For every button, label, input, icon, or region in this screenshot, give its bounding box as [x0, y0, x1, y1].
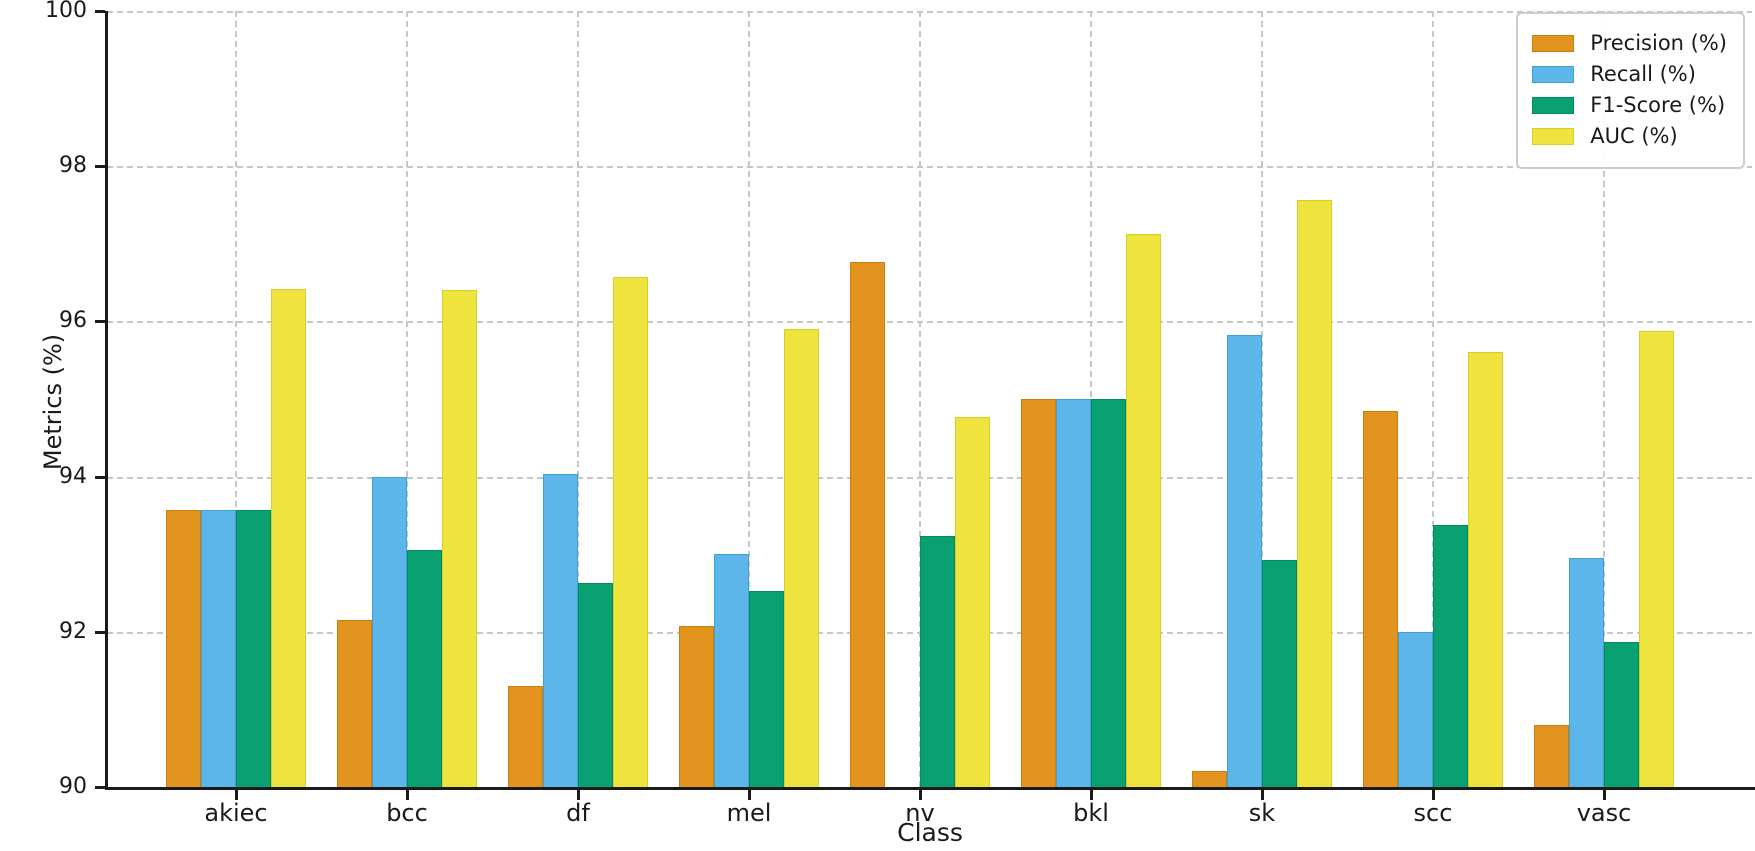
v-gridline: [577, 11, 579, 787]
x-tick-mark: [406, 790, 409, 800]
x-tick-label: sk: [1248, 799, 1276, 827]
legend-label: F1-Score (%): [1590, 93, 1726, 117]
legend-item: F1-Score (%): [1532, 93, 1727, 117]
bar-nv-auc: [955, 416, 990, 787]
bar-bcc-precision: [337, 620, 372, 787]
x-tick-mark: [748, 790, 751, 800]
x-tick-mark: [235, 790, 238, 800]
bar-akiec-recall: [201, 509, 236, 787]
bar-scc-recall: [1398, 631, 1433, 787]
v-gridline: [235, 11, 237, 787]
bar-bkl-precision: [1021, 399, 1056, 787]
x-tick-mark: [1261, 790, 1264, 800]
legend-swatch: [1532, 65, 1575, 83]
x-axis-spine: [105, 787, 1755, 790]
x-tick-label: bkl: [1073, 799, 1109, 827]
bar-vasc-recall: [1569, 558, 1604, 787]
y-axis-title: Metrics (%): [39, 333, 67, 471]
v-gridline: [406, 11, 408, 787]
v-gridline: [919, 11, 921, 787]
bar-vasc-precision: [1534, 724, 1569, 787]
x-tick-label: df: [566, 799, 590, 827]
v-gridline: [1432, 11, 1434, 787]
x-tick-mark: [919, 790, 922, 800]
bar-mel-f1-score: [749, 590, 784, 787]
legend-swatch: [1532, 96, 1575, 114]
y-tick-mark: [95, 786, 105, 789]
legend: Precision (%) Recall (%) F1-Score (%) AUC (…: [1516, 12, 1745, 169]
bar-sk-f1-score: [1262, 560, 1297, 787]
bar-akiec-auc: [271, 288, 306, 787]
legend-swatch: [1532, 34, 1575, 52]
bar-bkl-f1-score: [1091, 399, 1126, 787]
legend-label: AUC (%): [1590, 124, 1678, 148]
legend-label: Precision (%): [1590, 31, 1727, 55]
bar-sk-auc: [1297, 200, 1332, 787]
bar-mel-auc: [784, 329, 819, 787]
bar-nv-precision: [850, 262, 885, 787]
v-gridline: [748, 11, 750, 787]
y-tick-mark: [95, 475, 105, 479]
bar-df-auc: [613, 277, 648, 787]
bar-nv-f1-score: [920, 535, 955, 787]
y-tick-label: 100: [45, 0, 87, 23]
bar-scc-precision: [1363, 411, 1398, 787]
bar-bcc-recall: [372, 476, 407, 787]
bar-scc-f1-score: [1433, 524, 1468, 787]
legend-item: Recall (%): [1532, 62, 1727, 86]
plot-area: [107, 11, 1752, 787]
bar-mel-precision: [679, 625, 714, 787]
x-tick-label: mel: [726, 799, 772, 827]
x-tick-label: scc: [1413, 799, 1453, 827]
x-tick-mark: [1090, 790, 1093, 800]
bar-bkl-auc: [1126, 234, 1161, 787]
bar-vasc-f1-score: [1604, 641, 1639, 787]
y-tick-mark: [95, 630, 105, 634]
bar-vasc-auc: [1639, 331, 1674, 787]
legend-label: Recall (%): [1590, 62, 1696, 86]
bar-bcc-f1-score: [407, 549, 442, 787]
y-tick-label: 90: [59, 774, 87, 799]
y-tick-mark: [95, 165, 105, 169]
y-tick-mark: [95, 10, 105, 13]
h-gridline: [107, 476, 1752, 479]
y-tick-mark: [95, 320, 105, 324]
x-tick-label: nv: [905, 799, 935, 827]
x-axis-title: Class: [897, 818, 963, 847]
bar-df-f1-score: [578, 582, 613, 787]
bar-mel-recall: [714, 554, 749, 787]
h-gridline: [107, 321, 1752, 324]
legend-swatch: [1532, 127, 1575, 145]
h-gridline: [107, 166, 1752, 169]
x-tick-label: bcc: [386, 799, 428, 827]
y-tick-label: 96: [59, 308, 87, 334]
x-tick-label: vasc: [1576, 799, 1632, 827]
y-tick-label: 98: [59, 153, 87, 179]
y-tick-label: 94: [59, 463, 87, 489]
bar-df-recall: [543, 474, 578, 787]
x-tick-mark: [1432, 790, 1435, 800]
bar-sk-precision: [1192, 771, 1227, 787]
bar-scc-auc: [1468, 351, 1503, 787]
x-tick-label: akiec: [204, 799, 268, 827]
legend-item: Precision (%): [1532, 31, 1727, 55]
h-gridline: [107, 11, 1752, 13]
x-tick-mark: [1603, 790, 1606, 800]
bar-bkl-recall: [1056, 399, 1091, 787]
bar-akiec-precision: [166, 509, 201, 787]
y-axis-spine: [105, 11, 108, 790]
v-gridline: [1603, 11, 1605, 787]
bar-df-precision: [508, 686, 543, 787]
x-tick-mark: [577, 790, 580, 800]
v-gridline: [1261, 11, 1263, 787]
bar-bcc-auc: [442, 290, 477, 787]
bar-sk-recall: [1227, 335, 1262, 787]
y-tick-label: 92: [59, 618, 87, 644]
legend-item: AUC (%): [1532, 124, 1727, 148]
bar-akiec-f1-score: [236, 509, 271, 787]
